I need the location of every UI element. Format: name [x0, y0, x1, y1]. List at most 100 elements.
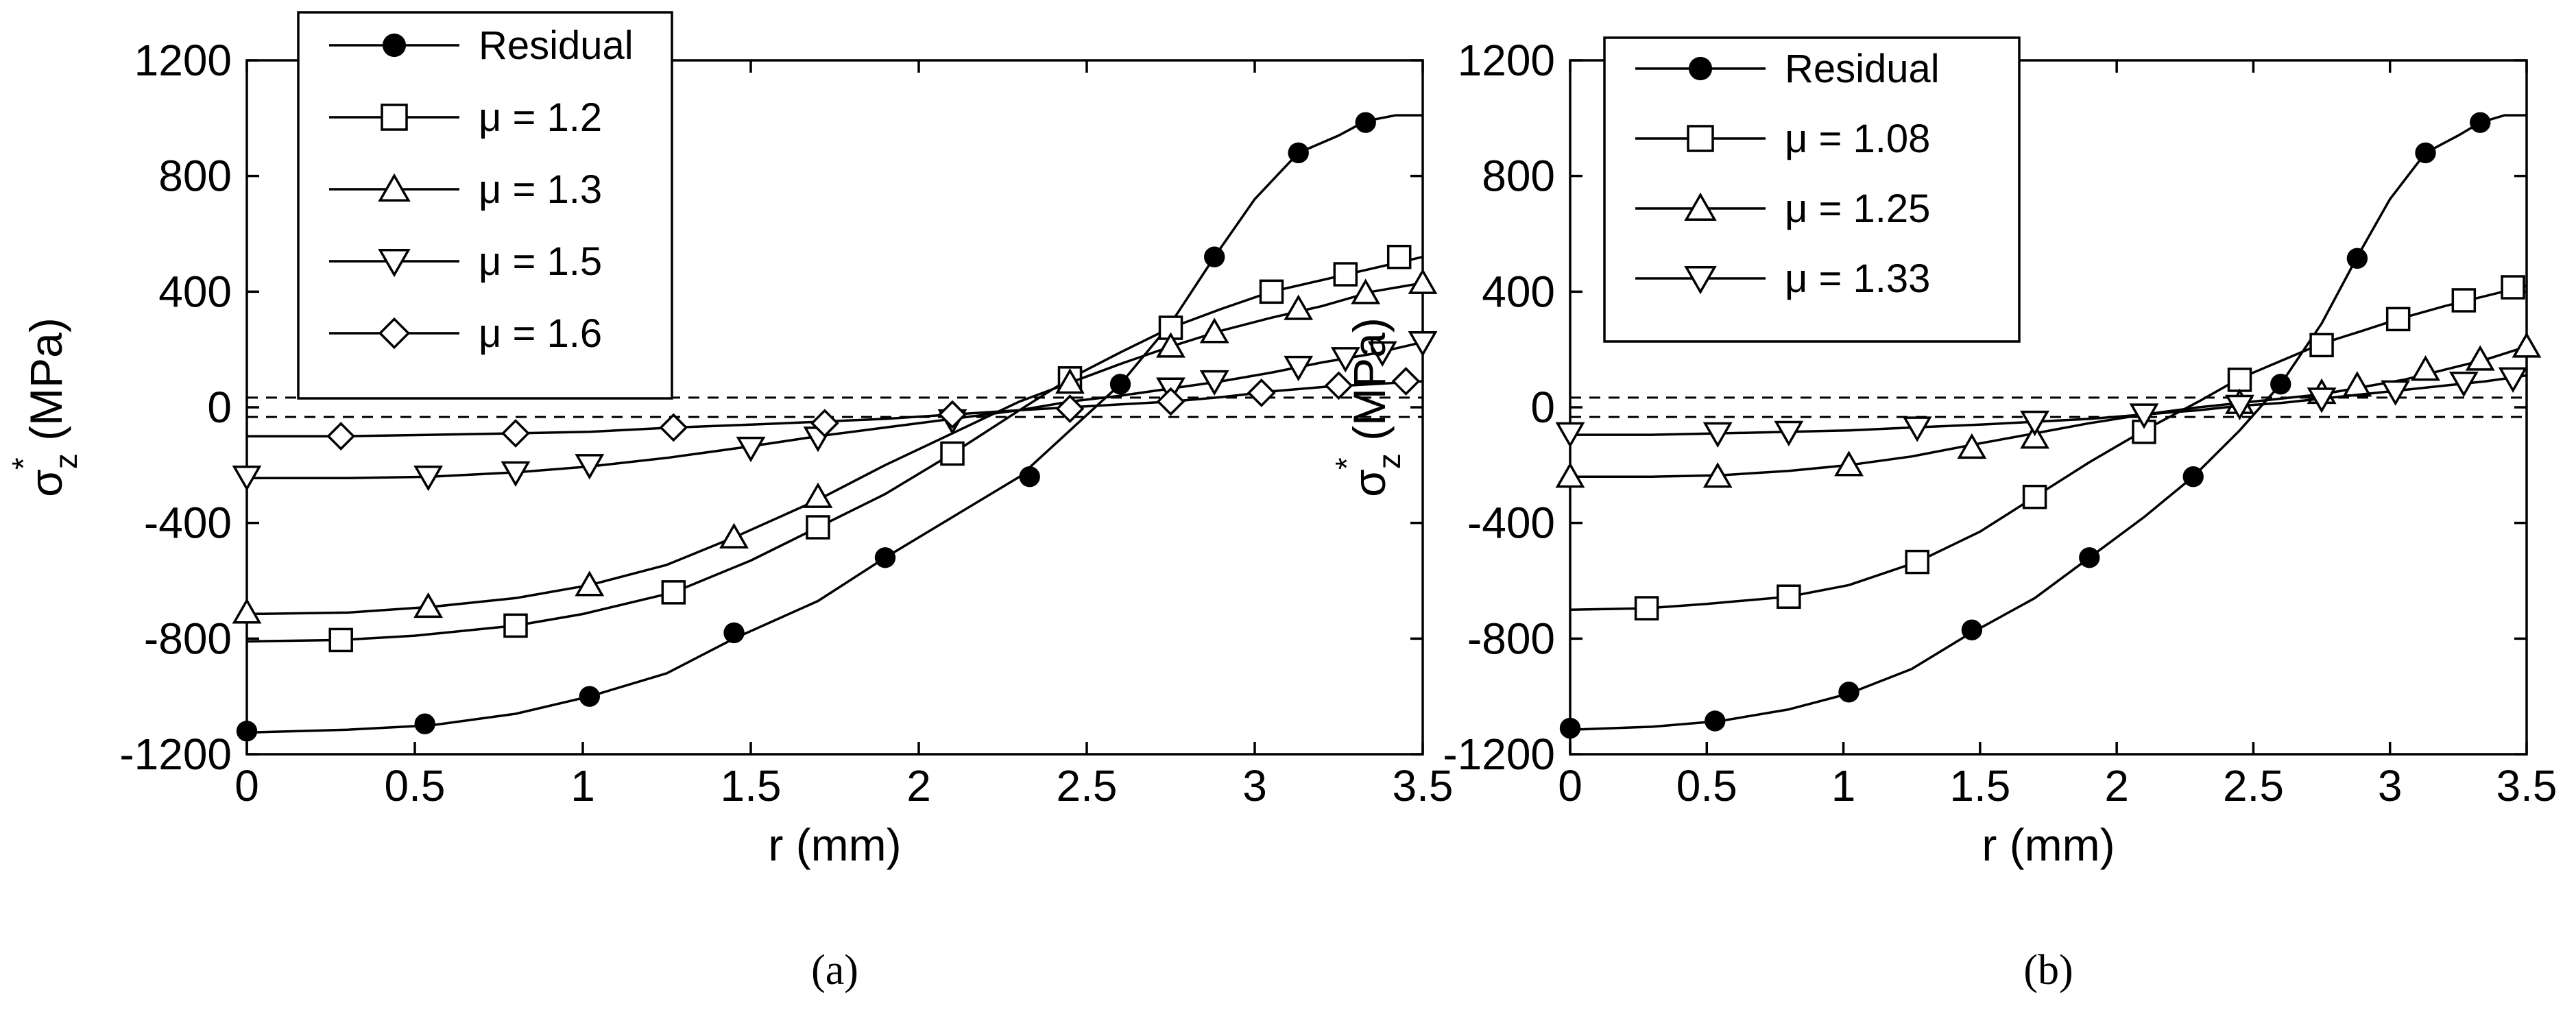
data-point-b-3 [1774, 420, 1804, 446]
data-point-b-3 [2381, 380, 2411, 406]
data-point-a-4 [501, 419, 530, 448]
data-point-a-0 [874, 547, 896, 568]
data-point-a-0 [1019, 466, 1040, 488]
data-point-a-4 [326, 422, 356, 451]
data-point-a-2 [719, 522, 749, 549]
y-axis-label-subscript-b: z [1371, 453, 1407, 469]
legend-label-a: μ = 1.2 [479, 95, 602, 140]
data-point-a-2 [1284, 294, 1314, 320]
y-tick-label-a: -800 [144, 614, 232, 663]
data-point-a-2 [1156, 332, 1185, 358]
data-point-a-3 [1330, 347, 1360, 373]
data-point-a-3 [1199, 370, 1229, 396]
legend-label-a: μ = 1.5 [479, 239, 602, 284]
y-tick-label-a: 800 [158, 152, 232, 201]
legend-swatch-marker-a [378, 317, 411, 350]
data-point-a-4 [810, 409, 839, 438]
data-point-b-2 [2342, 371, 2372, 397]
data-point-b-1 [1634, 596, 1659, 621]
legend-swatch-marker-a [378, 173, 411, 202]
data-point-a-4 [1247, 378, 1276, 407]
legend-label-a: μ = 1.6 [479, 311, 602, 356]
y-axis-label-unit-b: (MPa) [1344, 317, 1395, 453]
data-point-a-3 [1367, 341, 1397, 367]
data-point-a-0 [723, 622, 745, 644]
data-point-a-4 [1156, 387, 1185, 416]
data-point-a-2 [232, 598, 262, 624]
x-tick-label-a: 3 [1242, 761, 1267, 810]
legend-label-a: μ = 1.3 [479, 167, 602, 212]
data-point-b-0 [2346, 248, 2368, 269]
data-point-b-0 [2415, 142, 2436, 164]
y-tick-label-b: 1200 [1458, 36, 1555, 85]
data-point-a-3 [232, 466, 262, 492]
y-tick-label-a: 0 [207, 383, 232, 432]
legend-label-b: Residual [1785, 47, 1940, 91]
x-tick-label-b: 3.5 [2496, 761, 2557, 810]
data-point-a-3 [413, 466, 444, 492]
data-point-b-2 [2465, 345, 2495, 371]
data-point-a-0 [1204, 246, 1225, 267]
legend-box-b [1603, 36, 2021, 343]
y-axis-label-sigma-b: σ [1344, 469, 1395, 497]
y-tick-label-a: -1200 [119, 730, 232, 779]
data-point-b-3 [1702, 422, 1733, 448]
y-tick-label-b: -1200 [1443, 730, 1555, 779]
data-point-b-0 [1838, 682, 1859, 703]
y-tick-label-b: -800 [1467, 614, 1555, 663]
data-point-a-4 [1055, 394, 1085, 423]
panel-caption-a: (a) [811, 947, 858, 994]
data-point-a-1 [806, 515, 830, 540]
x-tick-label-a: 1 [570, 761, 595, 810]
data-point-a-0 [579, 686, 600, 707]
data-point-b-3 [2020, 410, 2049, 437]
data-point-b-1 [1777, 584, 1801, 609]
legend-swatch-marker-a [382, 33, 407, 58]
y-axis-label-star-b: * [1329, 457, 1364, 470]
data-point-b-1 [1905, 549, 1929, 575]
legend-label-b: μ = 1.08 [1785, 117, 1930, 161]
data-point-a-1 [661, 580, 686, 605]
data-point-b-3 [2225, 394, 2254, 421]
data-point-b-0 [1559, 717, 1581, 739]
data-point-b-3 [2448, 372, 2479, 398]
y-tick-label-a: -400 [144, 498, 232, 548]
legend-label-b: μ = 1.25 [1785, 187, 1930, 231]
data-point-b-1 [2309, 333, 2334, 358]
data-point-b-3 [2129, 403, 2159, 429]
data-point-b-0 [2079, 547, 2100, 568]
data-point-b-2 [2512, 332, 2542, 358]
data-point-b-0 [1705, 710, 1726, 732]
data-point-a-2 [413, 592, 444, 618]
data-point-a-2 [1199, 317, 1229, 344]
data-point-a-0 [1355, 112, 1376, 133]
data-point-b-0 [2470, 112, 2491, 133]
data-point-a-4 [938, 400, 967, 429]
x-tick-label-b: 3 [2378, 761, 2403, 810]
data-point-b-1 [2501, 275, 2525, 300]
y-tick-label-b: 800 [1482, 152, 1555, 201]
data-point-a-4 [659, 413, 688, 442]
chart-panel-a: 0 0.5 1 1.5 2 2.5 3 3.5 -1200 -800 -400 0 400 800 1200… [5, 11, 1453, 994]
y-tick-label-b: 0 [1530, 383, 1555, 432]
data-point-b-3 [2307, 387, 2337, 413]
data-point-a-1 [503, 613, 528, 638]
data-point-b-0 [2182, 466, 2204, 488]
chart-panel-b: 0 0.5 1 1.5 2 2.5 3 3.5-1200-800-40004008001200… [1329, 36, 2557, 994]
data-point-a-3 [736, 436, 766, 463]
data-point-a-1 [1386, 244, 1412, 269]
data-point-a-1 [940, 441, 965, 466]
data-point-b-2 [1555, 462, 1585, 488]
legend-swatch-marker-b [1684, 266, 1717, 295]
x-tick-label-a: 0 [234, 761, 259, 810]
data-point-a-3 [501, 461, 531, 487]
legend-swatch-marker-a [381, 104, 408, 131]
legend-swatch-marker-b [1684, 192, 1717, 221]
data-point-a-4 [1391, 367, 1421, 396]
data-point-a-3 [1284, 355, 1314, 382]
y-axis-label-subscript-a: z [48, 453, 84, 469]
legend-b: Residual μ = 1.08 μ = 1.25 μ = 1.33 [1603, 36, 2021, 343]
x-tick-label-a: 0.5 [385, 761, 446, 810]
data-point-a-2 [1351, 278, 1381, 304]
data-point-b-2 [1834, 450, 1864, 477]
